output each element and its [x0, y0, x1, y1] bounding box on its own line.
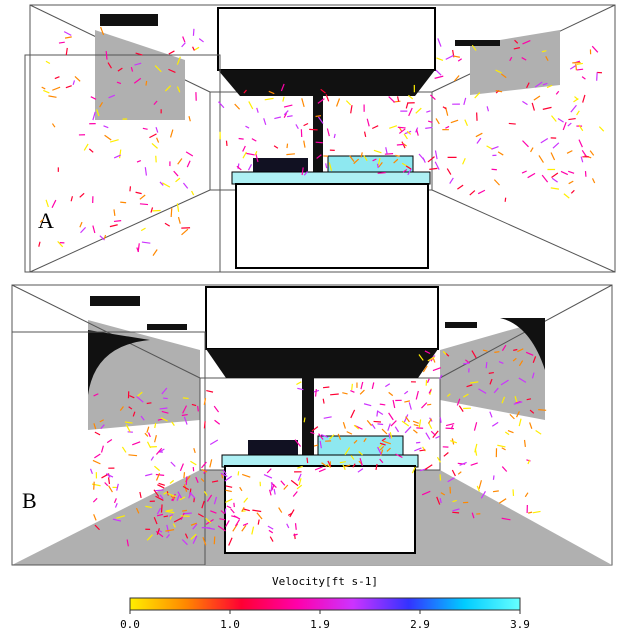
- arrow: [378, 164, 379, 168]
- arrow: [385, 154, 393, 155]
- arrow: [463, 363, 469, 364]
- arrow: [193, 29, 194, 36]
- arrow: [183, 398, 189, 399]
- arrow: [184, 472, 185, 478]
- colorbar-tick-label: 3.9: [510, 618, 530, 631]
- arrow: [182, 510, 187, 511]
- colorbar-title: Velocity[ft s-1]: [272, 575, 378, 588]
- arrow: [130, 186, 131, 191]
- arrow: [494, 352, 499, 353]
- arrow: [374, 421, 381, 422]
- arrow: [330, 394, 339, 395]
- arrow: [486, 362, 487, 368]
- arrow: [171, 208, 172, 217]
- arrow: [156, 475, 164, 476]
- arrow: [323, 387, 329, 388]
- colorbar-tick-label: 1.9: [310, 618, 330, 631]
- arrow: [378, 173, 386, 174]
- arrow: [440, 417, 441, 422]
- arrow: [140, 204, 148, 205]
- figure: A B Velocity[ft s-1] 0.0 1.0 1.9 2.9 3.9: [0, 0, 621, 634]
- arrow: [226, 141, 227, 146]
- arrow: [239, 139, 244, 140]
- arrow: [147, 403, 152, 404]
- arrow: [446, 428, 454, 429]
- arrow: [577, 69, 583, 70]
- arrow: [155, 490, 163, 491]
- arrow: [538, 410, 546, 411]
- arrow: [493, 491, 499, 492]
- arrow: [238, 471, 239, 475]
- arrow: [576, 64, 577, 71]
- arrow: [296, 523, 297, 530]
- colorbar-tick-label: 2.9: [410, 618, 430, 631]
- arrow: [316, 142, 323, 143]
- arrow: [184, 513, 192, 514]
- colorbar-tick-label: 0.0: [120, 618, 140, 631]
- arrow: [106, 51, 107, 60]
- panel-label: A: [38, 208, 54, 233]
- arrow: [186, 476, 187, 484]
- arrow: [307, 458, 308, 463]
- arrow: [316, 389, 317, 396]
- colorbar-tick-label: 1.0: [220, 618, 240, 631]
- arrow: [525, 440, 526, 447]
- colorbar: [130, 598, 520, 610]
- arrow: [397, 144, 404, 145]
- panel-b: B: [12, 285, 612, 565]
- arrow: [286, 154, 295, 155]
- arrow: [162, 504, 163, 512]
- arrow: [198, 406, 199, 412]
- arrow: [380, 404, 385, 405]
- arrow: [493, 475, 494, 479]
- arrow: [377, 411, 378, 417]
- arrow: [164, 516, 168, 517]
- arrow: [509, 123, 516, 124]
- arrow: [513, 350, 517, 351]
- arrow: [287, 144, 288, 148]
- arrow: [204, 421, 205, 428]
- arrow: [352, 384, 353, 390]
- arrow: [181, 516, 190, 517]
- arrow: [505, 198, 506, 202]
- arrow: [427, 404, 431, 405]
- arrow: [489, 373, 494, 374]
- arrow: [146, 81, 147, 86]
- panel-label: B: [22, 488, 37, 513]
- arrow: [398, 127, 406, 128]
- arrow: [120, 202, 126, 203]
- panel-a: A: [25, 5, 615, 272]
- arrow: [163, 398, 168, 399]
- arrow: [377, 424, 383, 425]
- arrow: [114, 221, 121, 222]
- arrow: [304, 418, 305, 423]
- arrow: [452, 512, 459, 513]
